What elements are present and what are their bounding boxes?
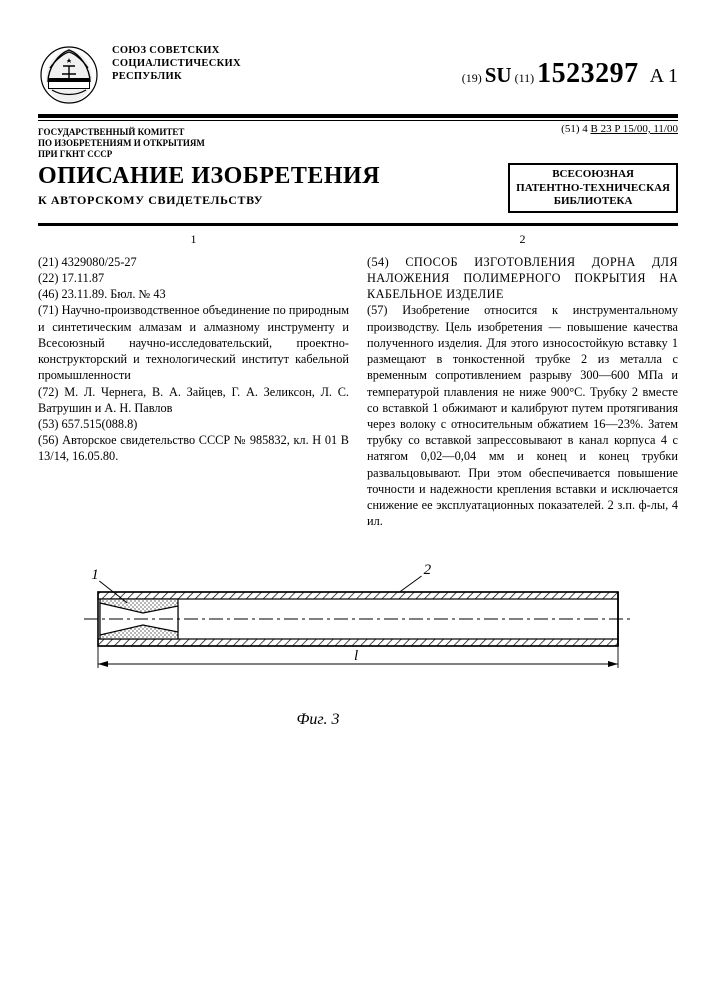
- committee-line: ГОСУДАРСТВЕННЫЙ КОМИТЕТ: [38, 127, 238, 138]
- svg-text:l: l: [354, 648, 358, 664]
- document-subtitle: К АВТОРСКОМУ СВИДЕТЕЛЬСТВУ: [38, 193, 380, 208]
- text-columns: 1 (21) 4329080/25-27 (22) 17.11.87 (46) …: [38, 232, 678, 530]
- committee-line: ПО ИЗОБРЕТЕНИЯМ И ОТКРЫТИЯМ: [38, 138, 238, 149]
- field-56: (56) Авторское свидетельство СССР № 9858…: [38, 432, 349, 464]
- column-number: 2: [367, 232, 678, 248]
- field-71: (71) Научно-производственное объединение…: [38, 302, 349, 383]
- issuer-org: СОЮЗ СОВЕТСКИХ СОЦИАЛИСТИЧЕСКИХ РЕСПУБЛИ…: [112, 44, 241, 83]
- rule: [38, 114, 678, 118]
- column-number: 1: [38, 232, 349, 248]
- field-72: (72) М. Л. Чернега, В. А. Зайцев, Г. А. …: [38, 384, 349, 416]
- field-57-abstract: (57) Изобретение относится к инструмента…: [367, 302, 678, 529]
- field-22: (22) 17.11.87: [38, 270, 349, 286]
- field-21: (21) 4329080/25-27: [38, 254, 349, 270]
- prefix: (19): [462, 71, 482, 85]
- stamp-line: ВСЕСОЮЗНАЯ: [516, 168, 670, 181]
- figure-3: 1 2 l Фиг. 3: [38, 552, 678, 729]
- stamp-line: БИБЛИОТЕКА: [516, 195, 670, 208]
- field-53: (53) 657.515(088.8): [38, 416, 349, 432]
- ipc-codes: B 23 P 15/00, 11/00: [590, 123, 678, 135]
- document-number: (19) SU (11) 1523297 A 1: [462, 58, 678, 90]
- svg-text:2: 2: [424, 562, 432, 578]
- rule: [38, 120, 678, 121]
- org-line: СОЦИАЛИСТИЧЕСКИХ: [112, 57, 241, 70]
- committee-line: ПРИ ГКНТ СССР: [38, 149, 238, 160]
- library-stamp: ВСЕСОЮЗНАЯ ПАТЕНТНО-ТЕХНИЧЕСКАЯ БИБЛИОТЕ…: [508, 163, 678, 213]
- kind-code: A 1: [650, 65, 678, 87]
- field-46: (46) 23.11.89. Бюл. № 43: [38, 286, 349, 302]
- ipc-prefix: (51) 4: [561, 123, 588, 135]
- ipc-classification: (51) 4 B 23 P 15/00, 11/00: [561, 123, 678, 159]
- org-line: СОЮЗ СОВЕТСКИХ: [112, 44, 241, 57]
- doc-number: 1523297: [537, 58, 639, 89]
- svg-text:1: 1: [91, 567, 99, 583]
- stamp-line: ПАТЕНТНО-ТЕХНИЧЕСКАЯ: [516, 182, 670, 195]
- state-emblem: [38, 44, 100, 106]
- field-54-invention-title: (54) СПОСОБ ИЗГОТОВЛЕНИЯ ДОРНА ДЛЯ НАЛОЖ…: [367, 254, 678, 303]
- country-code: SU: [485, 63, 512, 87]
- rule: [38, 223, 678, 226]
- org-line: РЕСПУБЛИК: [112, 70, 241, 83]
- document-title: ОПИСАНИЕ ИЗОБРЕТЕНИЯ: [38, 163, 380, 190]
- committee-block: ГОСУДАРСТВЕННЫЙ КОМИТЕТ ПО ИЗОБРЕТЕНИЯМ …: [38, 127, 238, 159]
- prefix: (11): [515, 71, 535, 85]
- figure-label: Фиг. 3: [258, 711, 378, 729]
